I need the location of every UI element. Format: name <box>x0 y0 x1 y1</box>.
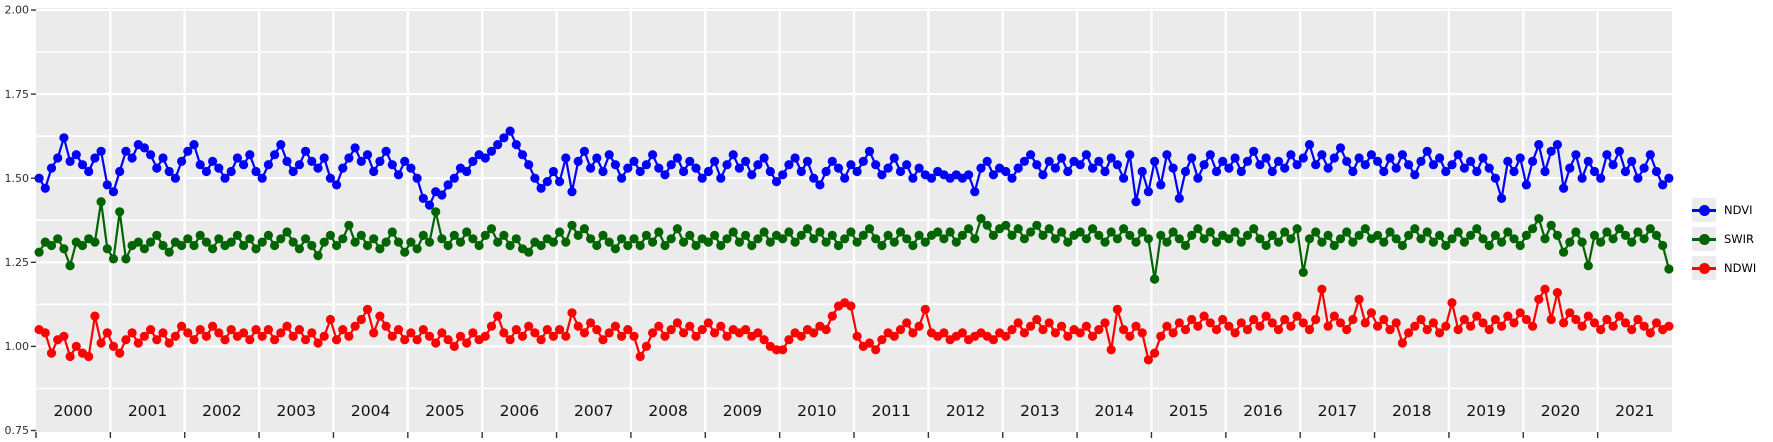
legend-entry-swir: SWIR <box>1692 227 1756 251</box>
x-year-label: 2019 <box>1466 402 1505 420</box>
x-year-label: 2001 <box>128 402 167 420</box>
x-year-label: 2002 <box>202 402 241 420</box>
y-tick-label: 1.00 <box>5 340 30 353</box>
legend: NDVI SWIR NDWI <box>1692 198 1756 280</box>
ndvi-series <box>34 126 1674 210</box>
x-year-label: 2009 <box>723 402 762 420</box>
y-tick-label: 1.25 <box>5 256 30 269</box>
legend-label-swir: SWIR <box>1724 232 1755 246</box>
x-axis: 2000 2001 2002 2003 2004 2005 2006 2007 2008 2009… <box>35 402 1655 438</box>
legend-label-ndwi: NDWI <box>1724 261 1757 275</box>
x-year-label: 2021 <box>1615 402 1654 420</box>
x-year-label: 2006 <box>500 402 539 420</box>
gridlines <box>36 8 1672 432</box>
x-year-label: 2018 <box>1392 402 1431 420</box>
y-tick-label: 2.00 <box>5 4 30 17</box>
swir-series <box>34 197 1674 284</box>
x-year-label: 2015 <box>1169 402 1208 420</box>
x-year-label: 2003 <box>277 402 316 420</box>
x-year-label: 2020 <box>1541 402 1580 420</box>
legend-label-ndvi: NDVI <box>1724 203 1753 217</box>
point-glyph-icon <box>1699 205 1710 216</box>
y-tick-label: 1.50 <box>5 172 30 185</box>
x-year-label: 2016 <box>1243 402 1282 420</box>
legend-key-swir-icon <box>1692 227 1716 251</box>
legend-entry-ndvi: NDVI <box>1692 198 1756 222</box>
point-glyph-icon <box>1699 234 1710 245</box>
x-year-label: 2010 <box>797 402 836 420</box>
x-year-label: 2007 <box>574 402 613 420</box>
y-axis: 2.00 1.75 1.50 1.25 1.00 0.75 <box>5 4 36 437</box>
x-year-label: 2012 <box>946 402 985 420</box>
ndwi-series <box>34 284 1674 365</box>
x-year-label: 2008 <box>648 402 687 420</box>
x-year-label: 2004 <box>351 402 390 420</box>
x-year-label: 2017 <box>1318 402 1357 420</box>
x-year-label: 2000 <box>53 402 92 420</box>
x-year-label: 2014 <box>1095 402 1134 420</box>
point-glyph-icon <box>1699 263 1710 274</box>
y-tick-label: 0.75 <box>5 424 30 437</box>
y-tick-label: 1.75 <box>5 88 30 101</box>
x-year-label: 2011 <box>871 402 910 420</box>
x-year-label: 2005 <box>425 402 464 420</box>
x-year-label: 2013 <box>1020 402 1059 420</box>
legend-key-ndwi-icon <box>1692 256 1716 280</box>
legend-entry-ndwi: NDWI <box>1692 256 1756 280</box>
legend-key-ndvi-icon <box>1692 198 1716 222</box>
